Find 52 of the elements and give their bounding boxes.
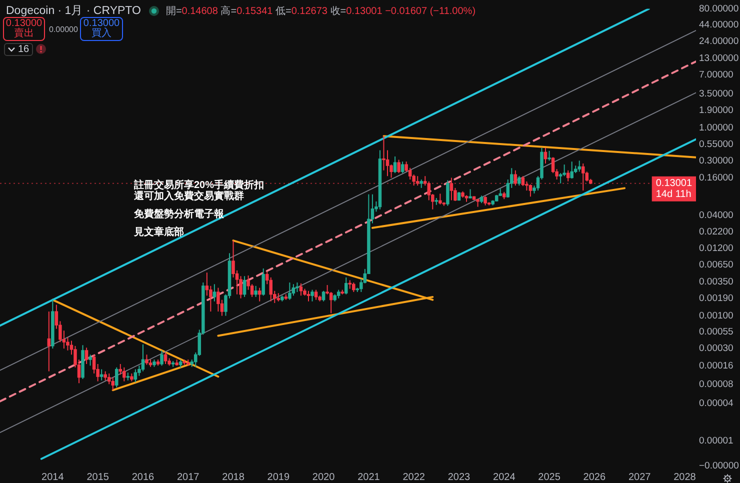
y-tick-label: 0.00001 <box>699 436 734 447</box>
sell-button: 0.13000 賣出 <box>3 17 45 41</box>
annotation: 0.00000 <box>49 25 78 34</box>
y-tick-label: 1.00000 <box>699 122 734 134</box>
y-tick-label: 7.00000 <box>699 70 734 81</box>
x-tick-label: 2016 <box>132 472 155 483</box>
buy-button: 0.13000 買入 <box>80 17 123 41</box>
y-tick-label: 1.90000 <box>699 105 734 116</box>
x-tick-label: 2026 <box>583 472 606 483</box>
x-tick-label: 2024 <box>493 472 516 483</box>
text: 開=0.14608 高=0.15341 低=0.12673 收=0.13001 −0.01607 (−11.00%) <box>166 6 476 16</box>
y-tick-label: 0.16000 <box>699 172 734 184</box>
y-tick-label: 80.00000 <box>699 3 739 14</box>
x-tick-label: 2021 <box>358 472 380 483</box>
annotation: 註冊交易所享20%手續費折扣 <box>134 180 264 191</box>
x-tick-label: 2015 <box>86 472 110 483</box>
y-tick-label: 0.00190 <box>699 292 734 304</box>
annotation: 見文章底部 <box>134 227 185 238</box>
y-tick-label: 0.02200 <box>699 226 734 238</box>
y-tick-label: 0.00004 <box>699 398 734 409</box>
y-tick-label: 0.00008 <box>699 379 734 390</box>
indicators-button: 16 <box>4 43 34 56</box>
x-tick-label: 2020 <box>312 472 336 483</box>
x-tick-label: 2025 <box>538 472 561 483</box>
annotation: 免費盤勢分析電子報 <box>134 209 225 220</box>
annotation: 16 <box>18 44 30 55</box>
y-tick-label: 0.00055 <box>699 326 734 338</box>
y-tick-label: 3.50000 <box>699 88 734 100</box>
y-tick-label: −0.00000 <box>699 460 739 472</box>
y-tick-label: 44.00000 <box>699 20 739 31</box>
x-tick-label: 2022 <box>402 472 426 483</box>
x-tick-label: 2028 <box>674 472 696 483</box>
x-tick-label: 2027 <box>628 472 652 483</box>
y-tick-label: 24.00000 <box>699 36 739 48</box>
y-tick-label: 0.00350 <box>699 276 734 288</box>
x-tick-label: 2018 <box>222 472 245 483</box>
y-tick-label: 0.01200 <box>699 242 734 254</box>
x-tick-label: 2017 <box>176 472 200 483</box>
ref-line-label: 0.13001 14d 11h <box>656 178 692 200</box>
x-tick-label: 2023 <box>448 472 471 483</box>
chart-title: Dogecoin · 1月 · CRYPTO <box>6 4 141 18</box>
y-tick-label: 0.00100 <box>699 310 734 322</box>
x-tick-label: 2014 <box>42 472 64 483</box>
y-tick-label: 0.00650 <box>699 260 734 271</box>
annotation: 還可加入免費交易實戰群 <box>134 191 245 202</box>
y-tick-label: 0.00016 <box>699 360 734 372</box>
y-tick-label: 0.00030 <box>699 343 734 354</box>
y-tick-label: 0.55000 <box>699 138 734 150</box>
x-tick-label: 2019 <box>267 472 290 483</box>
y-tick-label: 0.04000 <box>699 210 734 222</box>
y-tick-label: 13.00000 <box>699 52 739 64</box>
y-tick-label: 0.30000 <box>699 155 734 166</box>
